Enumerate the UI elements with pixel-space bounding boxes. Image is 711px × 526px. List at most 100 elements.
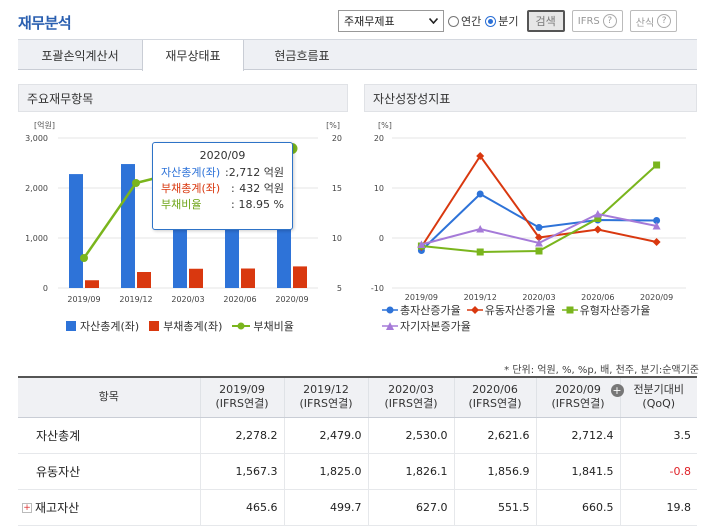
- radio-quarter[interactable]: 분기: [485, 13, 519, 29]
- series-point: [593, 225, 602, 234]
- chart2-ticks: -10 0 10 20 2019/09 2019/12 2020/03 2020/06 2020…: [371, 134, 673, 302]
- table-cell: -0.8: [619, 453, 697, 490]
- chart2-legend-row2: 자기자본증가율: [382, 318, 481, 334]
- x-tick: 2019/09: [67, 295, 100, 304]
- radio-annual[interactable]: 연간: [448, 13, 481, 29]
- legend-equity-marker: [382, 322, 398, 330]
- add-column-icon[interactable]: +: [610, 384, 624, 397]
- col-header-line1: 2020/09: [555, 383, 601, 397]
- statement-tabs: 포괄손익계산서 재무상태표 현금흐름표: [18, 39, 697, 71]
- y-right-tick: 5: [337, 284, 342, 293]
- table-cell: 2,712.4: [535, 417, 620, 454]
- bar-liabilities: [293, 266, 307, 288]
- series-point: [535, 239, 543, 247]
- chart2-panel-title: 자산성장성지표: [364, 84, 697, 112]
- row-label-expandable[interactable]: + 재고자산: [18, 489, 200, 526]
- chart2-y-unit: [%]: [378, 121, 392, 130]
- toolbar: 주재무제표 연간 분기 검색 IFRS ? 산식 ?: [338, 9, 678, 33]
- bar-liabilities: [137, 272, 151, 288]
- col-header-2020-03: 2020/03 (IFRS연결): [367, 377, 454, 418]
- chart2-grid: [392, 137, 686, 289]
- table-cell: 2,530.0: [367, 417, 454, 454]
- radio-annual-dot[interactable]: [448, 15, 459, 27]
- x-tick: 2020/09: [640, 293, 673, 302]
- x-tick: 2019/12: [464, 293, 497, 302]
- legend-liabilities: 부채총계(좌): [149, 318, 222, 334]
- question-icon: ?: [657, 14, 672, 28]
- y-right-tick: 20: [332, 134, 342, 143]
- legend-ratio: 부채비율: [232, 318, 294, 334]
- series-point: [594, 215, 602, 222]
- tooltip-row-ratio: 부채비율 : 18.95 %: [161, 197, 284, 213]
- table-cell: 1,825.0: [283, 453, 368, 490]
- unit-note: * 단위: 억원, %, %p, 배, 천주, 분기:순액기준: [504, 365, 699, 376]
- y-tick: 0: [379, 234, 384, 243]
- tooltip-liabilities-label: 부채총계(좌): [161, 182, 221, 195]
- question-icon: ?: [602, 14, 617, 28]
- tab-cash-flow[interactable]: 현금흐름표: [274, 48, 330, 63]
- point-debt-ratio: [132, 179, 140, 187]
- legend-current-marker: [466, 306, 483, 314]
- statement-type-value: 주재무제표: [344, 15, 395, 28]
- col-header-line1: 2019/09: [219, 383, 265, 397]
- expand-icon[interactable]: +: [22, 503, 32, 513]
- row-label-text: 재고자산: [35, 500, 80, 515]
- legend-total-marker: [382, 306, 398, 314]
- tab-balance-sheet[interactable]: 재무상태표: [142, 40, 244, 71]
- legend-ratio-label: 부채비율: [253, 320, 294, 333]
- y-left-tick: 1,000: [25, 234, 48, 243]
- series-line: [420, 154, 657, 248]
- series-point: [535, 233, 543, 242]
- y-left-tick: 3,000: [25, 134, 48, 143]
- table-row: 유동자산 1,567.3 1,825.0 1,826.1 1,856.9 1,8…: [18, 453, 697, 490]
- table-cell: 1,856.9: [453, 453, 536, 490]
- page-title: 재무분석: [18, 14, 72, 32]
- ifrs-help-button[interactable]: IFRS ?: [571, 10, 623, 32]
- statement-type-select[interactable]: 주재무제표: [338, 10, 444, 32]
- col-header-line1: 전분기대비: [633, 383, 685, 397]
- col-header-line1: 2020/06: [472, 383, 518, 397]
- y-right-tick: 15: [332, 184, 342, 193]
- tab-income-statement[interactable]: 포괄손익계산서: [41, 48, 119, 63]
- legend-liabilities-swatch: [149, 321, 160, 331]
- col-header-line1: 2020/03: [388, 383, 434, 397]
- x-tick: 2020/06: [223, 295, 256, 304]
- point-debt-ratio: [80, 254, 88, 262]
- bar-liabilities: [85, 280, 99, 288]
- series-point: [652, 222, 661, 230]
- tooltip-sep: :: [225, 166, 229, 179]
- y-left-tick: 0: [43, 284, 48, 293]
- col-header-line2: (IFRS연결): [468, 397, 522, 411]
- row-label: 자산총계: [18, 417, 200, 454]
- legend-assets-label: 자산총계(좌): [80, 320, 140, 333]
- col-header-line1: 2019/12: [303, 383, 349, 397]
- legend-liabilities-label: 부채총계(좌): [163, 320, 223, 333]
- chart1-right-unit: [%]: [326, 121, 340, 130]
- y-right-tick: 10: [332, 234, 342, 243]
- col-header-line2: (IFRS연결): [215, 397, 269, 411]
- formula-help-button[interactable]: 산식 ?: [629, 10, 678, 32]
- chart1-tooltip: 2020/09 자산총계(좌) : 2,712 억원 부채총계(좌) : 432…: [152, 142, 293, 230]
- col-header-2020-09: 2020/09 (IFRS연결) +: [535, 377, 624, 418]
- tooltip-ratio-label: 부채비율: [161, 198, 202, 211]
- table-cell: 465.6: [199, 489, 284, 526]
- table-cell: 1,841.5: [535, 453, 620, 490]
- table-cell: 1,567.3: [199, 453, 284, 490]
- legend-total-growth: 총자산증가율: [382, 302, 461, 318]
- table-cell: 1,826.1: [367, 453, 454, 490]
- search-button[interactable]: 검색: [526, 10, 565, 32]
- table-cell: 660.5: [535, 489, 620, 526]
- bar-liabilities: [189, 268, 203, 288]
- table-header-row: 항목 2019/09 (IFRS연결) 2019/12 (IFRS연결) 2020/…: [18, 377, 697, 418]
- col-header-line2: (IFRS연결): [551, 397, 605, 411]
- y-left-tick: 2,000: [25, 184, 48, 193]
- legend-tangible-label: 유형자산증가율: [579, 304, 651, 317]
- legend-tangible-growth: 유형자산증가율: [561, 302, 651, 318]
- col-header-qoq: 전분기대비 (QoQ): [619, 377, 697, 418]
- table-cell: 2,278.2: [199, 417, 284, 454]
- series-point: [476, 152, 485, 160]
- col-header-item: 항목: [18, 377, 200, 418]
- radio-quarter-dot[interactable]: [485, 15, 497, 27]
- col-header-item-label: 항목: [98, 390, 119, 404]
- chart1-panel-title: 주요재무항목: [18, 84, 348, 112]
